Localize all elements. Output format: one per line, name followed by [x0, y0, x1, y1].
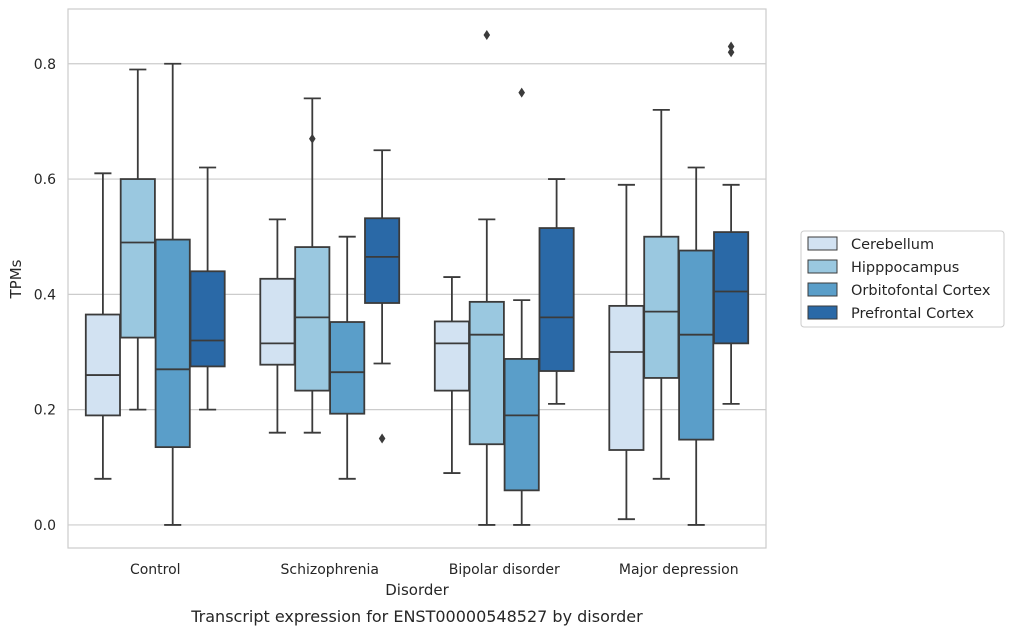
box-iqr [538, 227, 575, 372]
box-iqr [608, 304, 645, 451]
outlier-point [378, 433, 386, 444]
outlier-point [727, 41, 735, 52]
box-0-1 [259, 218, 296, 434]
legend: Cerebellum Hipppocampus Orbitofontal Corte… [800, 230, 1005, 328]
box-3-2 [538, 178, 575, 405]
y-tick-label: 0.8 [34, 57, 56, 73]
box-iqr [643, 235, 680, 379]
y-tick-labels: 0.0 0.2 0.4 0.6 0.8 [34, 57, 56, 534]
y-axis-label: TPMs [7, 259, 25, 299]
legend-swatch [807, 236, 838, 251]
box-iqr [189, 270, 226, 368]
box-iqr [329, 321, 366, 415]
legend-item: Cerebellum [807, 236, 934, 253]
outlier-point [309, 133, 316, 144]
box-1-1 [294, 97, 331, 434]
y-tick-label: 0.0 [34, 518, 56, 534]
box-0-3 [608, 183, 645, 521]
box-3-1 [364, 149, 401, 444]
box-iqr [678, 249, 715, 441]
box-iqr [294, 246, 331, 392]
legend-item: Orbitofontal Cortex [807, 282, 991, 299]
legend-item: Prefrontal Cortex [807, 305, 974, 322]
legend-label: Hipppocampus [851, 260, 959, 276]
box-iqr [503, 358, 540, 492]
box-1-0 [119, 68, 156, 411]
plot-frame [67, 8, 767, 549]
box-3-3 [713, 41, 750, 405]
box-1-2 [468, 29, 505, 526]
box-iqr [468, 300, 505, 446]
box-2-0 [154, 62, 191, 526]
box-iqr [433, 320, 470, 392]
box-iqr [119, 178, 156, 339]
box-iqr [259, 277, 296, 366]
outlier-point [518, 87, 525, 98]
x-axis-label: Disorder [385, 581, 449, 599]
box-0-2 [433, 276, 470, 474]
x-tick-label: Bipolar disorder [449, 562, 560, 578]
x-tick-label: Major depression [619, 562, 739, 578]
legend-label: Cerebellum [851, 237, 934, 253]
box-iqr [713, 231, 750, 345]
legend-frame [800, 230, 1005, 328]
box-0-0 [84, 172, 121, 480]
box-3-0 [189, 166, 226, 411]
y-tick-label: 0.6 [34, 172, 56, 188]
x-tick-labels: Control Schizophrenia Bipolar disorder Majo… [130, 562, 739, 578]
legend-swatch [807, 282, 838, 297]
y-tick-label: 0.2 [34, 403, 56, 419]
legend-label: Orbitofontal Cortex [851, 283, 991, 299]
box-2-3 [678, 166, 715, 526]
boxes [84, 29, 750, 526]
box-iqr [364, 217, 401, 304]
y-tick-label: 0.4 [34, 287, 56, 303]
legend-label: Prefrontal Cortex [851, 306, 974, 322]
outlier-point [727, 47, 735, 58]
legend-swatch [807, 259, 838, 274]
box-iqr [84, 313, 121, 417]
chart-caption: Transcript expression for ENST0000054852… [190, 607, 643, 626]
box-2-2 [503, 87, 540, 526]
x-tick-label: Schizophrenia [281, 562, 379, 578]
outlier-point [483, 29, 491, 40]
box-1-3 [643, 108, 680, 480]
x-tick-label: Control [130, 562, 181, 578]
legend-item: Hipppocampus [807, 259, 959, 276]
box-2-1 [329, 235, 366, 480]
legend-swatch [807, 305, 838, 320]
box-iqr [154, 238, 191, 449]
